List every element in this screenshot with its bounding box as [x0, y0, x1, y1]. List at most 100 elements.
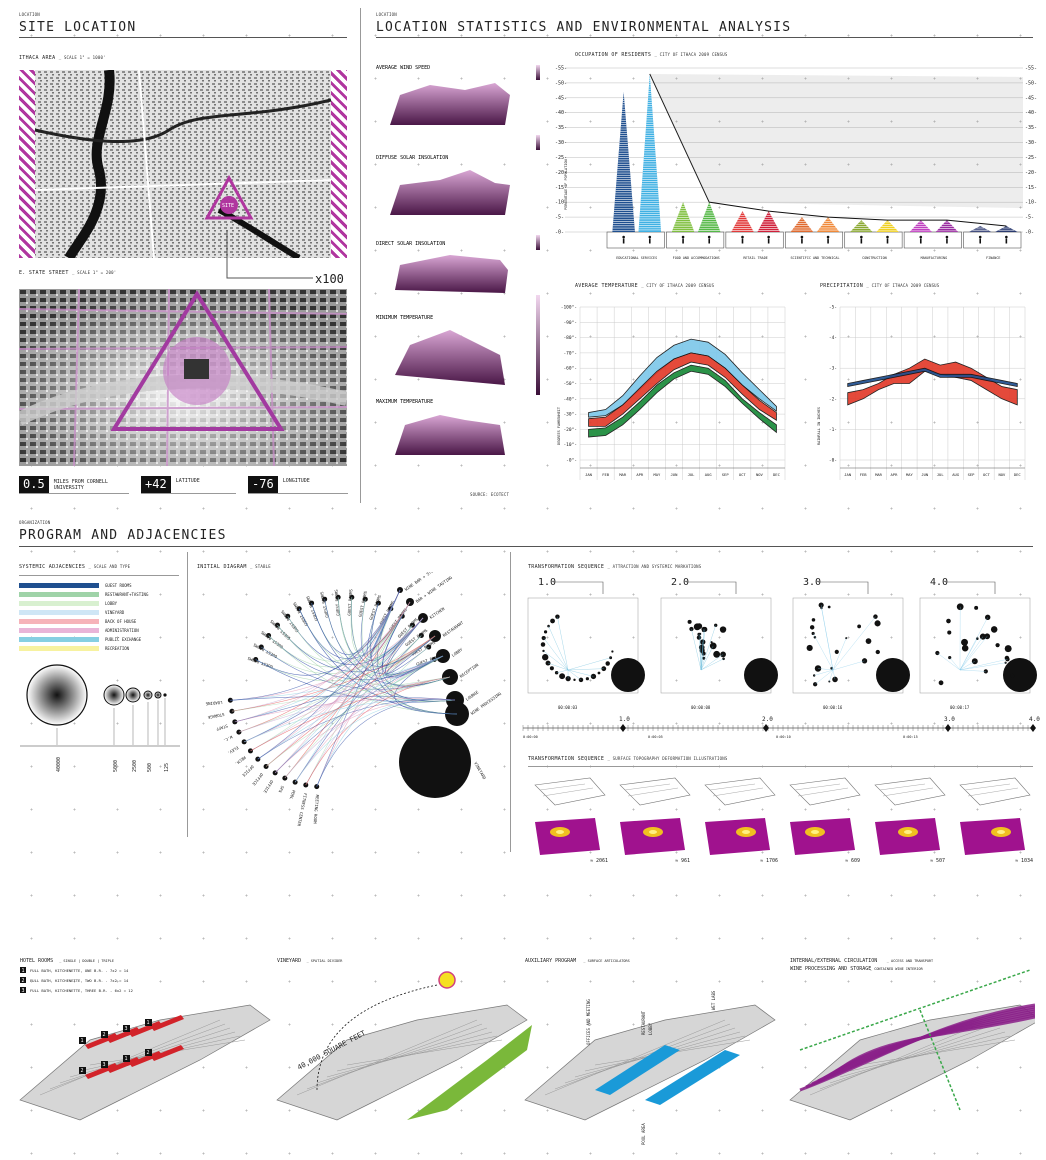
person-icon-body [1005, 238, 1008, 244]
chord-bottom-label: POOL [288, 789, 296, 800]
precip-xtick: MAY [906, 472, 914, 477]
topo-wireframe [704, 777, 776, 806]
precip-ytick: -2- [829, 396, 837, 402]
hotel-room-marker-number: 1 [147, 1020, 150, 1026]
circulation-arrow [919, 1009, 961, 1111]
precip-xtick: SEP [968, 472, 976, 477]
occ-triangle-bar [731, 211, 754, 232]
temp-xtick: FEB [602, 472, 610, 477]
topo-hotspot-core [811, 830, 819, 834]
aux-label: RESTAURANT [641, 1010, 646, 1035]
wine-processing-title: WINE PROCESSING AND STORAGE [790, 966, 871, 972]
stage-node [722, 657, 725, 661]
auxiliary-program-volume [645, 1050, 740, 1105]
occ-trend-line [649, 73, 1007, 227]
occ-ytick-left: -40- [555, 110, 567, 116]
source-label: SOURCE: ECOTECT [470, 492, 510, 497]
stage-link [556, 669, 569, 673]
bottom-panels: HOTEL ROOMS _ SINGLE | DOUBLE | TRIPLE VIN… [19, 958, 1035, 1145]
topo-wireframe [789, 777, 861, 806]
occ-ytick-right: -25- [1025, 155, 1037, 161]
topo-contour [624, 783, 679, 797]
stage-node [1004, 645, 1012, 653]
landform-base [19, 1004, 271, 1121]
temp-xtick: MAR [619, 472, 627, 477]
occ-category-box [844, 231, 903, 249]
stage-time: 00:00:08 [691, 705, 711, 710]
bottom-panel-title: INTERNAL/EXTERNAL CIRCULATION [790, 958, 877, 964]
chord-node [241, 739, 247, 745]
topo-wireframe [619, 777, 691, 806]
precipitation-chart-title: PRECIPITATION _ CITY OF ITHACA 2009 CENS… [820, 283, 940, 289]
topo-value: ≈ 507 [930, 858, 945, 864]
topo-wireframe [534, 777, 606, 806]
stage-node [811, 631, 815, 636]
room-type-badge [20, 977, 26, 983]
terrain-label-direct: DIRECT SOLAR INSOLATION [376, 241, 445, 247]
terrain-column: AVERAGE WIND SPEED DIFFUSE SOLAR INSOLAT… [376, 65, 540, 455]
chord-link [244, 655, 444, 743]
hotel-room-bar [151, 1045, 184, 1061]
occ-ytick-right: -35- [1025, 125, 1037, 131]
person-icon [826, 235, 830, 239]
chord-link [231, 601, 411, 712]
landform-contour [554, 1023, 731, 1090]
chord-node [285, 613, 291, 619]
temp-series-band [588, 352, 777, 427]
person-icon [767, 235, 770, 239]
stage-node [961, 638, 968, 646]
stage-link [691, 628, 702, 671]
landform-contour [326, 1031, 493, 1078]
occ-category-label: EDUCATIONAL SERVICES [616, 256, 657, 260]
stage-link [820, 605, 834, 671]
person-icon [741, 235, 744, 239]
stat-longitude: -76 LONGITUDE [248, 476, 348, 493]
occ-ytick-left: -45- [555, 95, 567, 101]
occ-category-box [903, 231, 962, 249]
hotel-room-bar [107, 1027, 140, 1043]
stage-link [567, 657, 611, 671]
occ-ytick-left: -5- [555, 215, 564, 221]
bottom-panel-subtitle: _ SINGLE | DOUBLE | TRIPLE [59, 959, 114, 963]
room-type-number: 3 [22, 988, 25, 994]
timeline-marker [620, 724, 626, 732]
stage-link [700, 645, 714, 671]
stage-node [719, 626, 727, 633]
chord-link [238, 676, 451, 733]
legend-item: RESTAURANT+TASTING [19, 591, 148, 598]
bottom-panel-title: HOTEL ROOMS [20, 958, 53, 964]
legend-swatch [19, 646, 99, 651]
stage-time: 00:00:16 [823, 705, 843, 710]
temp-ylabel: DEGREES FAHRENHEIT [557, 406, 561, 445]
stage-connector [686, 581, 737, 594]
occ-ytick-left: -15- [555, 185, 567, 191]
stage-node [1010, 673, 1015, 678]
timeline-marker [945, 724, 951, 732]
topo-wireframe [959, 777, 1031, 806]
stage-node [549, 666, 554, 671]
chord-left-label: GUEST ROOMS [347, 588, 354, 615]
occ-ytick-right: -10- [1025, 200, 1037, 206]
occupation-chart-title: OCCUPATION OF RESIDENTS _ CITY OF ITHACA… [575, 52, 728, 58]
stage-time: 00:00:03 [558, 705, 578, 710]
stage-link [832, 660, 865, 671]
precip-xtick: JUN [921, 472, 929, 477]
chord-bottom-label: OFFICE [262, 779, 274, 794]
topo-wireframe [874, 777, 946, 806]
chord-link [231, 676, 451, 712]
stage-node [542, 654, 549, 661]
stage-large-node [744, 658, 778, 692]
stage-link [959, 669, 986, 672]
bottom-panel-title: AUXILIARY PROGRAM [525, 958, 576, 964]
occ-ytick-right: -15- [1025, 185, 1037, 191]
chord-link [316, 589, 401, 787]
stage-node [861, 658, 868, 664]
precip-xtick: APR [891, 472, 899, 477]
chord-bottom-label: MEETING ROOM [312, 795, 320, 825]
chord-link [274, 655, 444, 774]
occ-ytick-right: -20- [1025, 170, 1037, 176]
legend-item: PUBLIC EXCHANGE [19, 636, 148, 643]
topo-heatmap [705, 818, 770, 855]
room-type-number: 1 [22, 968, 25, 974]
